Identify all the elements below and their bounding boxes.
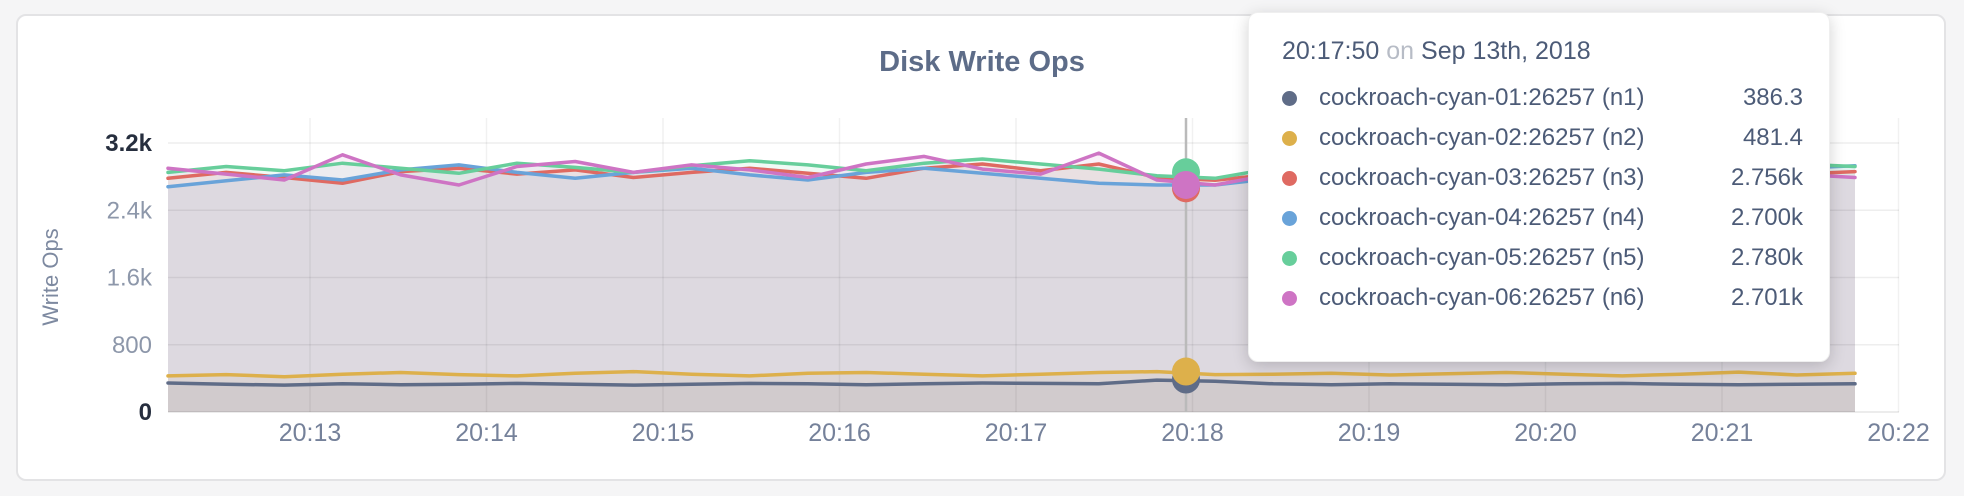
hover-tooltip: 20:17:50 on Sep 13th, 2018 cockroach-cya… [1248,12,1830,362]
tooltip-series-name: cockroach-cyan-01:26257 (n1) [1319,84,1645,111]
tooltip-date-text: Sep 13th, 2018 [1421,37,1591,65]
tooltip-series-value: 481.4 [1742,124,1803,151]
tooltip-row: cockroach-cyan-03:26257 (n3) 2.756k [1282,158,1803,198]
y-tick-label: 800 [112,332,152,359]
y-tick-label: 2.4k [107,197,153,224]
tooltip-series-name: cockroach-cyan-02:26257 (n2) [1319,124,1645,151]
tooltip-series-name: cockroach-cyan-04:26257 (n4) [1319,204,1645,231]
axis-labels: 0 800 1.6k 2.4k 3.2k 20:13 20:14 20:15 20:16 20:1… [105,130,1930,447]
tooltip-series-name: cockroach-cyan-03:26257 (n3) [1319,164,1645,191]
series-area [168,380,1855,412]
tooltip-date [1414,37,1421,65]
hover-point-dot [1172,357,1200,386]
x-tick-label: 20:15 [632,419,695,447]
chart-title: Disk Write Ops [879,46,1085,78]
y-tick-label: 0 [139,399,152,426]
x-tick-label: 20:21 [1691,419,1754,447]
tooltip-row: cockroach-cyan-02:26257 (n2) 481.4 [1282,118,1803,158]
tooltip-header: 20:17:50 on Sep 13th, 2018 [1282,37,1803,66]
x-tick-label: 20:17 [985,419,1048,447]
x-tick-label: 20:19 [1338,419,1401,447]
tooltip-row: cockroach-cyan-04:26257 (n4) 2.700k [1282,198,1803,238]
x-tick-label: 20:18 [1161,419,1224,447]
tooltip-series-name: cockroach-cyan-06:26257 (n6) [1319,284,1645,311]
series-line [166,378,1857,387]
tooltip-row: cockroach-cyan-01:26257 (n1) 386.3 [1282,78,1803,118]
tooltip-series-name: cockroach-cyan-05:26257 (n5) [1319,244,1645,271]
series-color-dot-icon [1282,210,1297,226]
tooltip-series-value: 2.756k [1730,164,1803,191]
series-line [166,369,1857,379]
tooltip-time: 20:17:50 [1282,37,1380,65]
series-color-dot-icon [1282,170,1297,186]
y-tick-label: 3.2k [105,130,152,157]
series-color-dot-icon [1282,130,1297,146]
tooltip-rows: cockroach-cyan-01:26257 (n1) 386.3 cockroa… [1282,78,1803,318]
tooltip-row: cockroach-cyan-05:26257 (n5) 2.780k [1282,238,1803,278]
tooltip-on-word: on [1386,37,1415,65]
series-area [168,371,1855,412]
x-tick-label: 20:16 [808,419,871,447]
y-axis-title: Write Ops [38,228,63,325]
hover-layer [1172,118,1200,412]
tooltip-series-value: 2.780k [1730,244,1803,271]
tooltip-series-value: 386.3 [1742,84,1803,111]
tooltip-series-value: 2.701k [1730,284,1803,311]
x-tick-label: 20:22 [1867,419,1930,447]
x-tick-label: 20:13 [279,419,342,447]
tooltip-row: cockroach-cyan-06:26257 (n6) 2.701k [1282,278,1803,318]
hover-point-dot [1172,170,1200,199]
series-color-dot-icon [1282,90,1297,106]
series-color-dot-icon [1282,250,1297,266]
y-tick-label: 1.6k [107,265,153,292]
x-tick-label: 20:14 [455,419,518,447]
x-tick-label: 20:20 [1514,419,1577,447]
series-color-dot-icon [1282,290,1297,306]
tooltip-series-value: 2.700k [1730,204,1803,231]
